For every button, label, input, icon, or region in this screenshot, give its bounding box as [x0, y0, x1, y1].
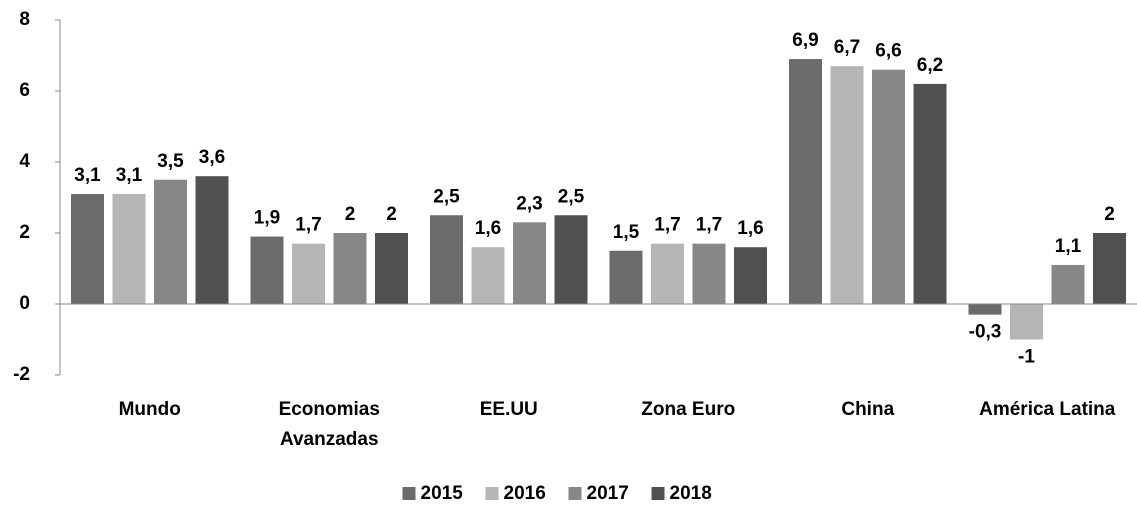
bar [554, 215, 588, 304]
bar [195, 176, 229, 304]
legend-swatch [568, 487, 582, 500]
value-label: 1,7 [696, 215, 722, 236]
value-label: 1,5 [613, 222, 640, 243]
bar [333, 233, 367, 304]
x-tick-label: Economias Avanzadas [278, 399, 380, 450]
bar [471, 247, 505, 304]
x-tick-label: China [841, 399, 895, 420]
bar [734, 247, 767, 304]
bar [1010, 304, 1043, 340]
value-label: 3,6 [199, 147, 225, 168]
bar [1093, 233, 1126, 304]
bar [112, 193, 146, 304]
value-label: 1,6 [475, 218, 501, 239]
bar [513, 222, 546, 304]
y-tick-label: 4 [19, 151, 30, 172]
legend-label: 2016 [504, 483, 546, 504]
y-tick-label: 6 [19, 80, 30, 101]
bar [1051, 264, 1085, 304]
legend-label: 2015 [421, 483, 464, 504]
value-label: 1,7 [295, 215, 321, 236]
value-label: -1 [1018, 347, 1035, 368]
bar [651, 243, 684, 304]
legend-label: 2017 [587, 483, 629, 504]
legend-label: 2018 [670, 483, 712, 504]
bar [375, 233, 408, 304]
value-label: 2,5 [558, 186, 585, 207]
y-tick-label: 2 [19, 222, 30, 243]
legend-swatch [402, 487, 416, 500]
y-tick-label: 8 [19, 9, 30, 30]
value-label: 2,3 [516, 193, 542, 214]
bar [609, 250, 643, 304]
value-label: 6,7 [834, 37, 860, 58]
value-label: 1,1 [1055, 236, 1082, 257]
value-label: 3,1 [74, 165, 101, 186]
bar [71, 193, 104, 304]
bar [968, 304, 1002, 315]
bar [292, 243, 325, 304]
value-label: 1,9 [254, 208, 280, 229]
bar [250, 236, 284, 304]
y-tick-label: 0 [19, 293, 30, 314]
value-label: 2 [1104, 204, 1115, 225]
bar [430, 215, 463, 304]
value-label: 6,6 [875, 41, 901, 62]
value-label: 3,1 [116, 165, 143, 186]
value-label: 6,2 [917, 55, 943, 76]
bar [154, 179, 187, 304]
x-tick-label: Mundo [118, 399, 181, 420]
value-label: 1,6 [737, 218, 763, 239]
x-tick-label: Zona Euro [641, 399, 736, 420]
bar [872, 69, 905, 304]
value-label: 2,5 [433, 186, 460, 207]
value-label: 3,5 [157, 151, 184, 172]
bar [913, 83, 947, 305]
bar [789, 59, 822, 304]
x-tick-label: EE.UU [479, 399, 538, 420]
value-label: -0,3 [969, 322, 1002, 343]
legend-swatch [485, 487, 499, 500]
x-tick-label: América Latina [979, 399, 1116, 420]
value-label: 6,9 [792, 30, 818, 51]
bar [830, 66, 864, 305]
y-tick-label: -2 [13, 364, 30, 385]
legend-swatch [651, 487, 665, 500]
value-label: 2 [345, 204, 356, 225]
value-label: 1,7 [654, 215, 680, 236]
value-label: 2 [386, 204, 397, 225]
bar [692, 243, 726, 304]
